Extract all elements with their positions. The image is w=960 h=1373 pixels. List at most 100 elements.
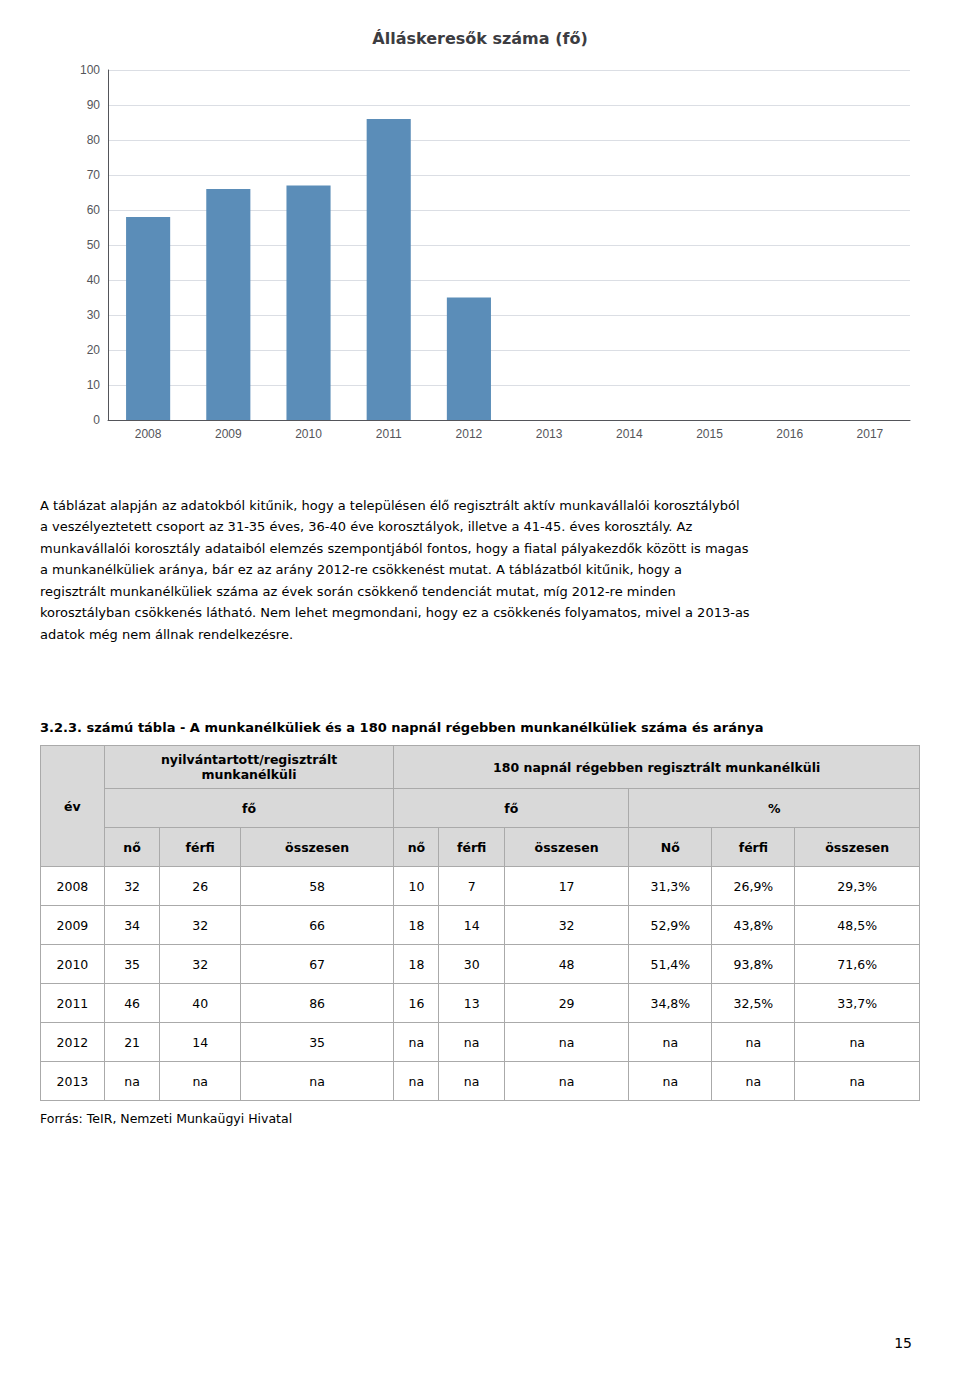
svg-text:70: 70: [87, 168, 101, 182]
html-text:34: 34: [124, 917, 141, 933]
html-text:17: 17: [558, 878, 575, 894]
html-text:21: 21: [124, 1034, 141, 1050]
html-text:48: 48: [558, 956, 575, 972]
svg-text:20: 20: [87, 343, 101, 357]
html-text:a veszélyeztetett csoport az 3: a veszélyeztetett csoport az 31-35 éves,…: [40, 519, 693, 535]
html-text:29: 29: [558, 995, 575, 1011]
html-text:na: na: [192, 1073, 208, 1089]
html-text:adatok még nem állnak rendelke: adatok még nem állnak rendelkezésre.: [40, 626, 293, 642]
svg-text:2009: 2009: [215, 427, 242, 441]
html-text:összesen: összesen: [285, 839, 350, 855]
html-text:40: 40: [192, 995, 209, 1011]
svg-text:Álláskeresők száma (fő): Álláskeresők száma (fő): [372, 29, 587, 48]
svg-text:2014: 2014: [616, 427, 643, 441]
html-text:na: na: [463, 1034, 480, 1050]
html-text:na: na: [662, 1073, 679, 1089]
html-text:10: 10: [408, 878, 425, 894]
html-text:35: 35: [309, 1034, 326, 1050]
html-text:na: na: [662, 1034, 679, 1050]
html-text:na: na: [745, 1034, 762, 1050]
html-text:86: 86: [309, 995, 326, 1011]
html-text:32,5%: 32,5%: [733, 995, 774, 1011]
html-text:2009: 2009: [56, 917, 89, 933]
html-text:51,4%: 51,4%: [650, 956, 691, 972]
svg-text:40: 40: [87, 273, 101, 287]
html-text:na: na: [408, 1073, 425, 1089]
svg-text:2012: 2012: [456, 427, 483, 441]
html-text:52,9%: 52,9%: [650, 917, 691, 933]
html-text:regisztrált munkanélküliek szá: regisztrált munkanélküliek száma az évek…: [40, 583, 676, 599]
html-text:2013: 2013: [56, 1073, 89, 1089]
svg-text:30: 30: [87, 308, 101, 322]
html-text:30: 30: [463, 956, 480, 972]
html-text:71,6%: 71,6%: [837, 956, 877, 972]
html-text:na: na: [558, 1073, 575, 1089]
svg-text:90: 90: [87, 98, 101, 112]
html-text:nő: nő: [407, 839, 426, 855]
html-text:46: 46: [124, 995, 141, 1011]
html-text:na: na: [124, 1073, 140, 1089]
html-text:2012: 2012: [56, 1034, 89, 1050]
html-text:összesen: összesen: [825, 839, 890, 855]
html-text:58: 58: [309, 878, 326, 894]
html-text:34,8%: 34,8%: [650, 995, 691, 1011]
svg-text:0: 0: [93, 413, 100, 427]
html-text:32: 32: [192, 956, 209, 972]
html-text:férfi: férfi: [738, 839, 768, 855]
html-text:33,7%: 33,7%: [837, 995, 877, 1011]
html-text:év: év: [64, 798, 81, 814]
html-text:összesen: összesen: [534, 839, 599, 855]
html-text:66: 66: [309, 917, 326, 933]
html-text:18: 18: [408, 917, 425, 933]
html-text:Nő: Nő: [660, 839, 680, 855]
html-text:32: 32: [192, 917, 209, 933]
svg-text:2015: 2015: [696, 427, 723, 441]
svg-text:10: 10: [87, 378, 101, 392]
html-text:na: na: [849, 1073, 865, 1089]
html-text:na: na: [849, 1034, 865, 1050]
html-text:na: na: [745, 1073, 762, 1089]
html-text:32: 32: [558, 917, 575, 933]
html-text:a munkanélküliek aránya, bár e: a munkanélküliek aránya, bár ez az arány…: [40, 562, 683, 578]
html-text:korosztályban csökkenés láthat: korosztályban csökkenés látható. Nem leh…: [40, 605, 750, 621]
svg-text:2016: 2016: [776, 427, 803, 441]
html-text:32: 32: [124, 878, 141, 894]
html-text:14: 14: [192, 1034, 209, 1050]
html-text:13: 13: [463, 995, 480, 1011]
html-text:2011: 2011: [56, 995, 89, 1011]
html-text:93,8%: 93,8%: [733, 956, 774, 972]
html-text:munkavállalói korosztály adata: munkavállalói korosztály adataiból elemz…: [40, 540, 749, 556]
html-text:na: na: [408, 1034, 425, 1050]
svg-text:100: 100: [80, 63, 100, 77]
html-text:26: 26: [192, 878, 209, 894]
html-text:67: 67: [309, 956, 326, 972]
svg-text:2008: 2008: [135, 427, 162, 441]
html-text:29,3%: 29,3%: [837, 878, 877, 894]
html-text:16: 16: [408, 995, 425, 1011]
html-text:2010: 2010: [56, 956, 89, 972]
html-text:43,8%: 43,8%: [733, 917, 774, 933]
html-text:2008: 2008: [56, 878, 89, 894]
html-text:35: 35: [124, 956, 141, 972]
html-text:48,5%: 48,5%: [837, 917, 877, 933]
html-text:15: 15: [894, 1335, 912, 1351]
html-text:na: na: [558, 1034, 575, 1050]
svg-text:80: 80: [87, 133, 101, 147]
html-text:férfi: férfi: [457, 839, 487, 855]
svg-text:2010: 2010: [295, 427, 322, 441]
html-text:férfi: férfi: [185, 839, 215, 855]
html-text:180 napnál régebben regisztrál: 180 napnál régebben regisztrált munkanél…: [493, 759, 821, 775]
html-text:na: na: [463, 1073, 480, 1089]
html-text:26,9%: 26,9%: [733, 878, 774, 894]
html-text:18: 18: [408, 956, 425, 972]
svg-text:2017: 2017: [857, 427, 884, 441]
svg-text:50: 50: [87, 238, 101, 252]
svg-text:2013: 2013: [536, 427, 563, 441]
html-text:31,3%: 31,3%: [650, 878, 691, 894]
html-text:nő: nő: [123, 839, 141, 855]
html-text:na: na: [309, 1073, 325, 1089]
svg-text:2011: 2011: [376, 427, 402, 441]
svg-text:60: 60: [87, 203, 101, 217]
html-text:nyilvántartott/regisztrált mun: nyilvántartott/regisztrált munkanélküli: [161, 752, 338, 782]
html-text:14: 14: [463, 917, 480, 933]
